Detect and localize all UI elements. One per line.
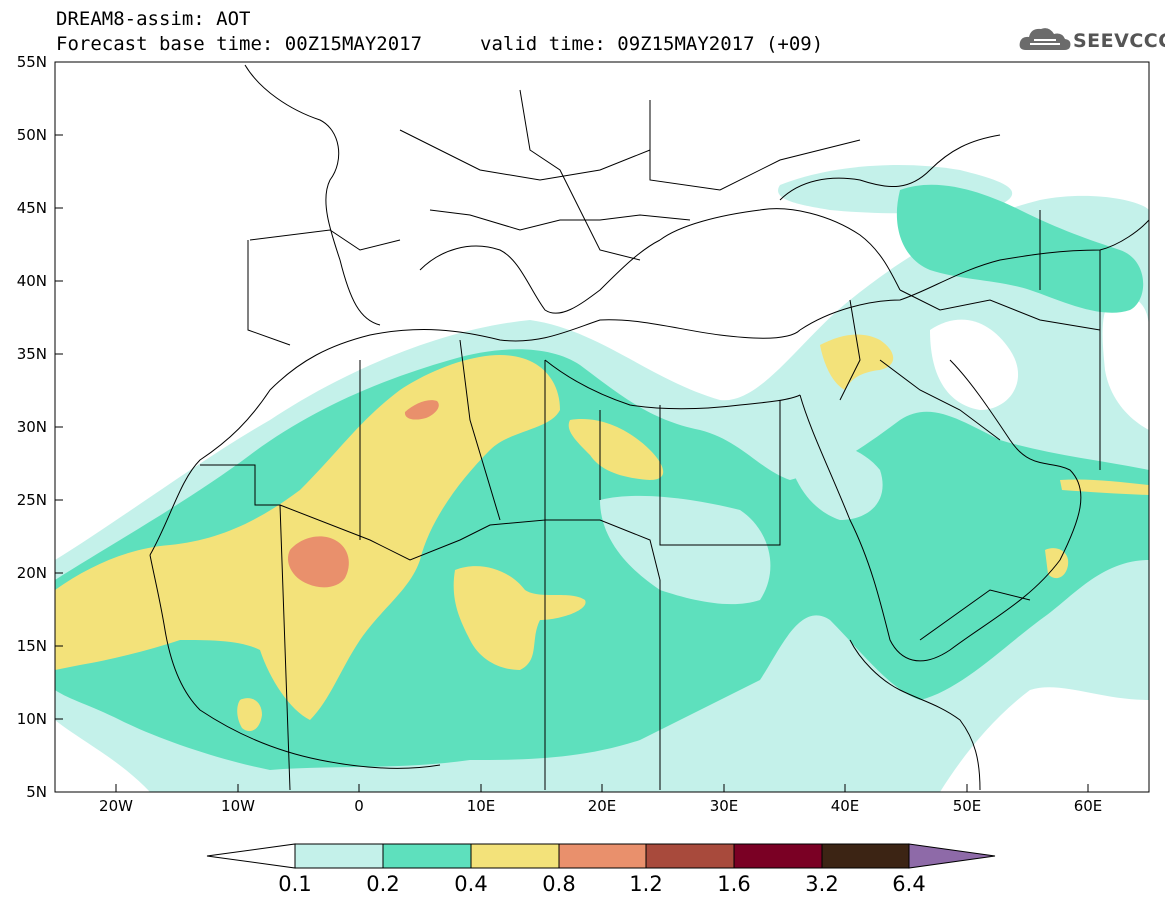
colorbar-swatch [294,843,384,869]
aot-contour-level3 [820,334,894,390]
clear-area [930,319,1019,410]
colorbar-label: 1.6 [717,872,751,896]
aot-contour-level4 [404,400,439,420]
y-tick-label: 5N [26,783,47,801]
x-tick-label: 20W [99,797,133,815]
x-tick-label: 40E [831,797,860,815]
y-tick-label: 15N [17,637,47,655]
x-tick-label: 30E [710,797,739,815]
x-tick-label: 60E [1074,797,1103,815]
colorbar-label: 0.4 [454,872,488,896]
colorbar-high-arrow [908,843,996,869]
country-border [879,359,1001,441]
colorbar-swatch [470,843,560,869]
colorbar-label: 0.8 [542,872,576,896]
coastline [544,359,801,410]
country-border [399,129,651,181]
colorbar-swatch [645,843,735,869]
country-border [839,299,861,401]
colorbar-label: 0.1 [278,872,312,896]
y-tick-label: 45N [17,199,47,217]
y-tick-label: 25N [17,491,47,509]
country-border [200,464,291,791]
colorbar-label: 3.2 [805,872,839,896]
coastline [799,359,1082,662]
aot-contour-level3 [1060,479,1149,495]
y-tick-label: 20N [17,564,47,582]
colorbar-swatch [821,843,910,869]
country-border [459,339,501,521]
aot-contour-level1 [600,495,771,605]
x-tick-label: 50E [953,797,982,815]
y-tick-label: 10N [17,710,47,728]
y-tick-label: 50N [17,126,47,144]
x-tick-label: 0 [354,797,364,815]
valid-time: valid time: 09Z15MAY2017 (+09) [480,33,824,55]
x-axis-labels: 20W 10W 0 10E 20E 30E 40E 50E 60E [99,797,1102,815]
colorbar-swatch [382,843,472,869]
y-tick-label: 30N [17,418,47,436]
clear-area [1102,296,1149,430]
country-border [429,209,691,231]
colorbar-swatch [733,843,823,869]
colorbar [206,843,996,869]
colorbar-swatch [558,843,647,869]
aot-contour-level3 [453,566,586,670]
y-axis-labels: 55N 50N 45N 40N 35N 30N 25N 20N 15N 10N … [17,53,47,801]
country-border [919,589,1031,641]
aot-contour-level3 [237,698,262,732]
country-borders [149,64,1149,791]
logo-text: SEEVCCC [1073,30,1165,52]
aot-contour-level1 [785,438,883,520]
forecast-base-time: Forecast base time: 00Z15MAY2017 [56,33,423,55]
cloud-logo-icon [1019,28,1071,50]
aot-contour-level3 [55,355,560,720]
y-tick-label: 40N [17,272,47,290]
country-border [249,229,401,251]
coastline [659,208,901,291]
country-border [649,100,861,191]
colorbar-low-arrow [206,843,296,869]
aot-contour-level3 [568,419,664,480]
y-tick-label: 35N [17,345,47,363]
country-border [545,519,661,790]
coastline [799,219,1149,331]
map-title: DREAM8-assim: AOT [56,8,251,30]
country-border [247,240,291,346]
aot-contour-level2 [896,184,1144,313]
colorbar-label: 1.2 [629,872,663,896]
coastline [149,554,441,769]
coastline [779,134,1001,201]
colorbar-label: 6.4 [892,872,926,896]
colorbar-label: 0.2 [366,872,400,896]
tick-marks [55,61,1089,793]
y-tick-label: 55N [17,53,47,71]
coastline [419,239,661,314]
coastline [149,319,801,556]
country-border [519,89,641,261]
country-border [659,400,781,546]
x-tick-label: 10E [467,797,496,815]
country-border [899,289,1101,331]
x-tick-label: 20E [588,797,617,815]
aot-field [55,165,1149,792]
coastline [849,639,981,791]
aot-contour-level4 [288,536,349,588]
coastline [244,64,381,326]
x-tick-label: 10W [221,797,255,815]
